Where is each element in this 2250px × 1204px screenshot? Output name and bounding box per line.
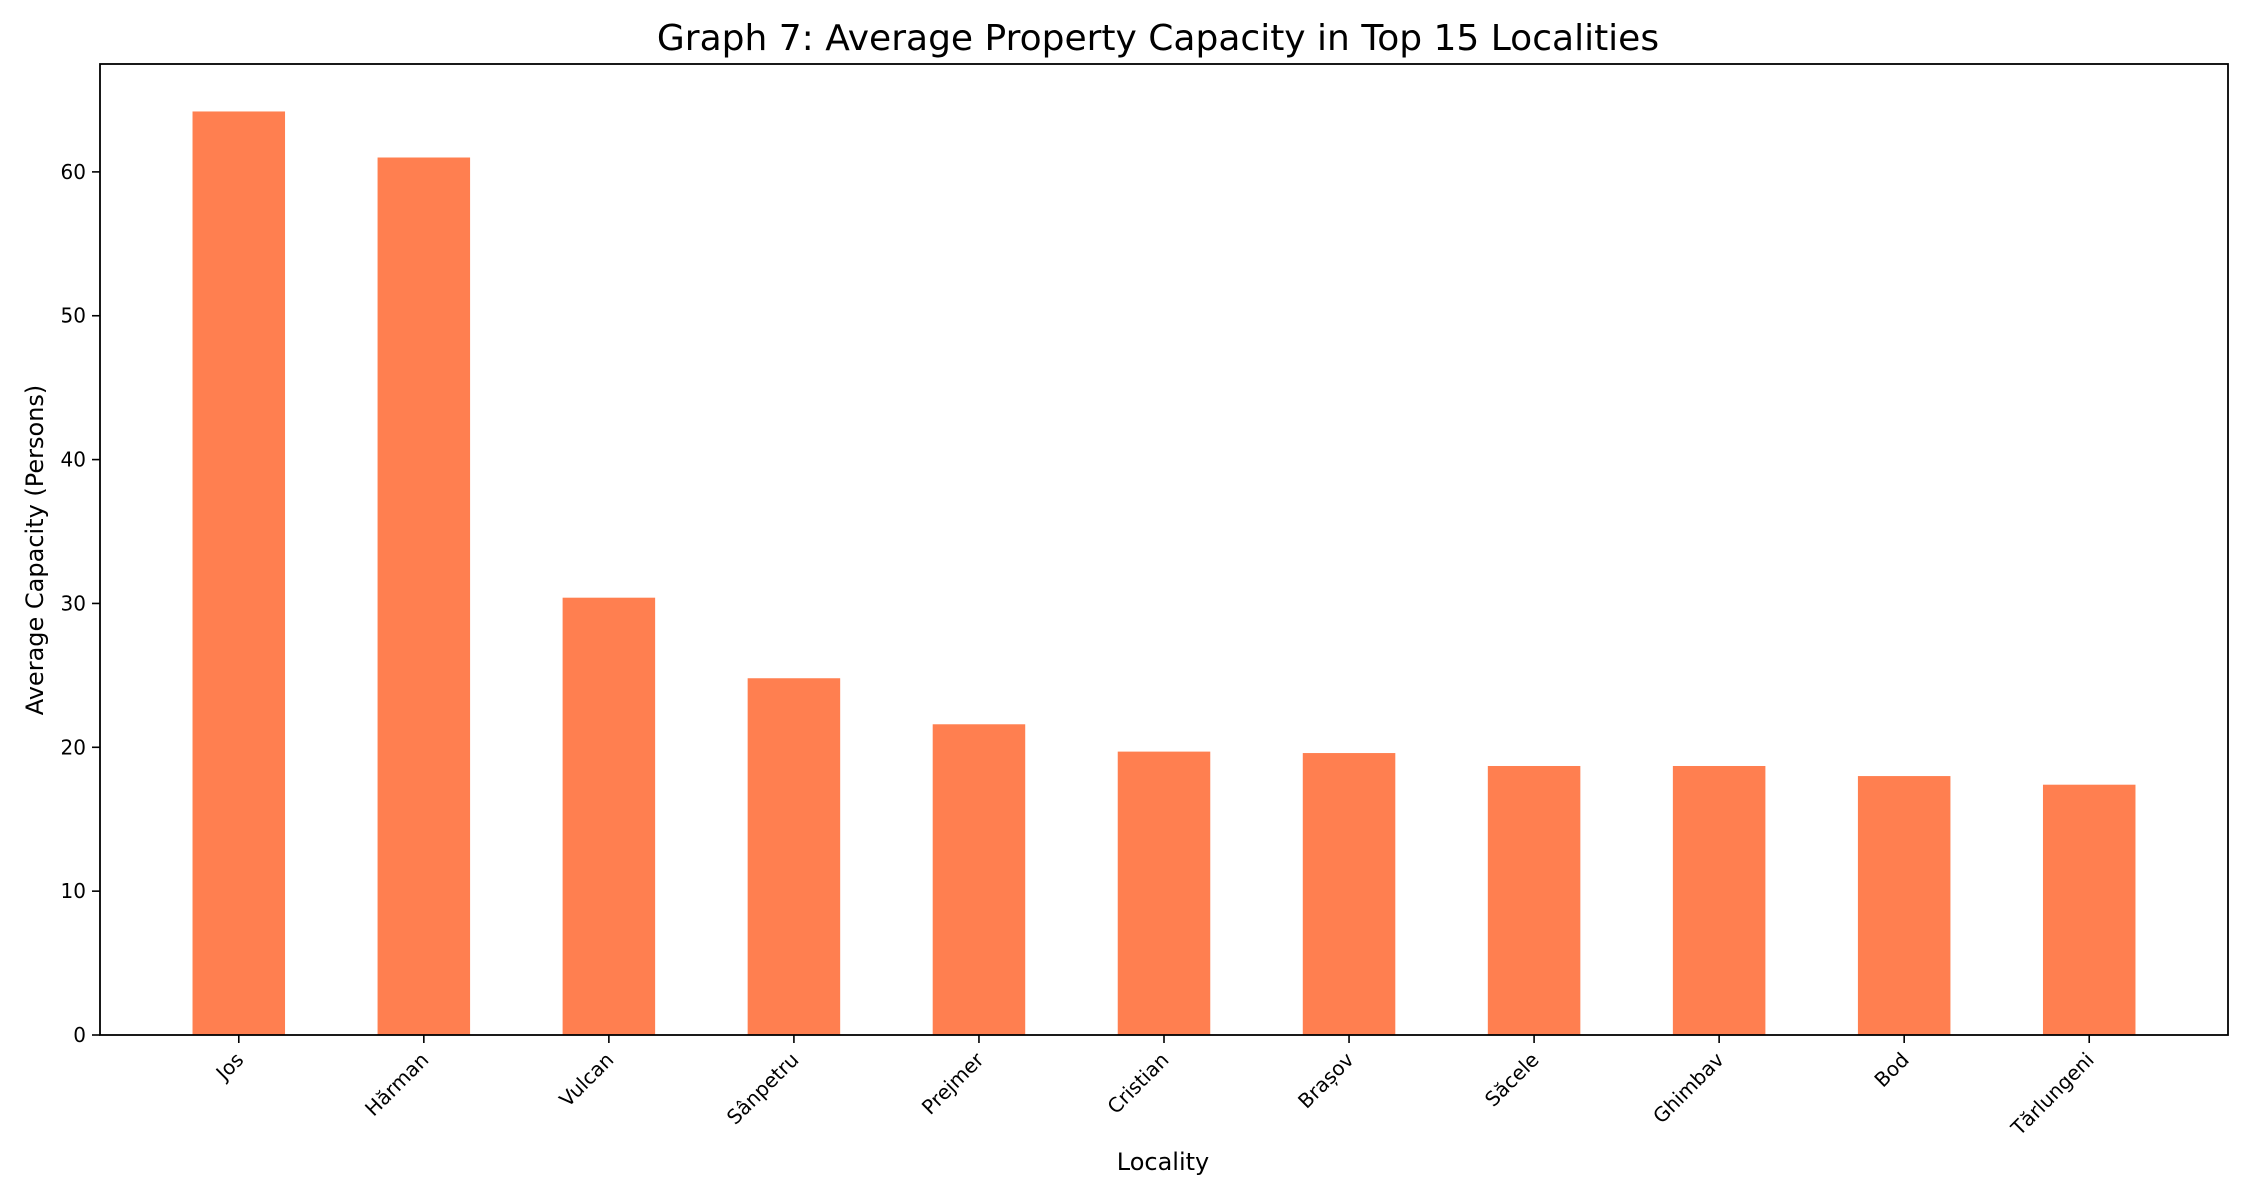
bars (192, 111, 2136, 1035)
x-tick-label: Bod (1869, 1048, 1913, 1092)
bar (192, 111, 286, 1035)
y-tick-label: 30 (61, 591, 86, 615)
plot-area-frame (99, 63, 2229, 1036)
chart-title: Graph 7: Average Property Capacity in To… (657, 18, 1659, 59)
bar (1857, 776, 1951, 1035)
y-tick-label: 60 (61, 160, 86, 184)
bar (747, 678, 841, 1035)
y-tick-label: 0 (73, 1023, 86, 1047)
bar (1487, 765, 1581, 1035)
x-tick-label: Vulcan (554, 1048, 618, 1112)
bar (1302, 753, 1396, 1035)
x-tick-label: Ghimbav (1648, 1047, 1729, 1128)
y-tick-label: 50 (61, 304, 86, 328)
x-tick-label: Cristian (1102, 1048, 1173, 1119)
bar (562, 597, 656, 1035)
x-tick-label: Sânpetru (722, 1048, 804, 1130)
bar (377, 157, 471, 1035)
bar (1672, 765, 1766, 1035)
x-tick-label: Brașov (1293, 1047, 1359, 1113)
bar (932, 724, 1026, 1035)
y-tick-label: 20 (61, 735, 86, 759)
y-axis-ticks: 0 10 20 30 40 50 60 (61, 160, 100, 1047)
x-axis-label: Locality (1117, 1148, 1209, 1176)
y-tick-label: 40 (61, 448, 86, 472)
x-tick-label: Tărlungeni (2006, 1048, 2099, 1141)
x-tick-label: Jos (210, 1048, 249, 1087)
bar (2042, 784, 2136, 1035)
y-tick-label: 10 (61, 879, 86, 903)
x-tick-label: Săcele (1480, 1048, 1544, 1112)
x-tick-label: Prejmer (917, 1047, 989, 1119)
x-axis-ticks: Jos Hărman Vulcan Sânpetru Prejmer Cristian Br… (210, 1035, 2099, 1141)
x-tick-label: Hărman (360, 1048, 433, 1121)
bar (1117, 751, 1211, 1035)
y-axis-label: Average Capacity (Persons) (21, 385, 49, 716)
